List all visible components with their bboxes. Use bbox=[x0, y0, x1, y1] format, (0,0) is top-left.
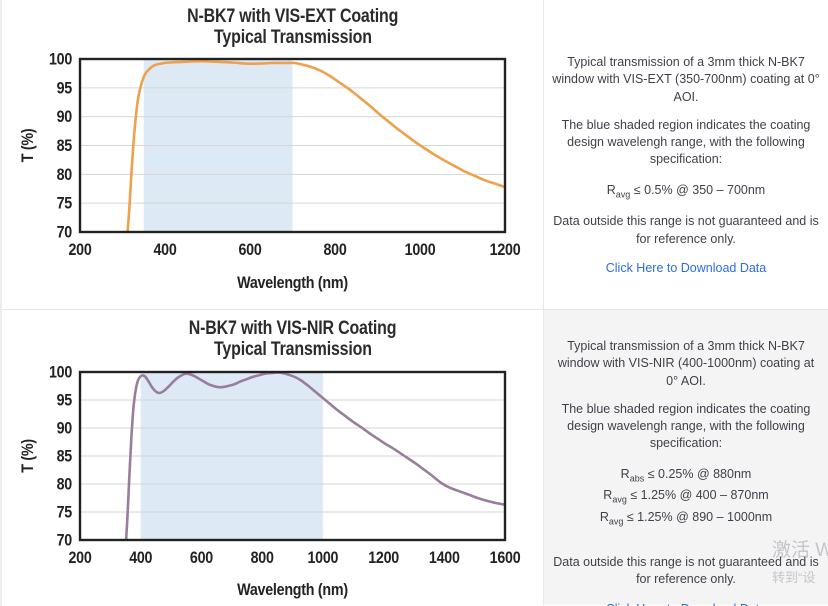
download-data-link[interactable]: Click Here to Download Data bbox=[605, 260, 767, 275]
chart-title-vis-nir: N-BK7 with VIS-NIR Coating Typical Trans… bbox=[80, 318, 505, 360]
svg-text:600: 600 bbox=[190, 549, 214, 567]
chart-panel-vis-ext: N-BK7 with VIS-EXT Coating Typical Trans… bbox=[2, 0, 543, 309]
svg-text:75: 75 bbox=[57, 195, 73, 213]
svg-text:80: 80 bbox=[57, 166, 73, 184]
download-data-link[interactable]: Click Here to Download Data bbox=[552, 601, 820, 606]
svg-text:1000: 1000 bbox=[405, 241, 436, 259]
transmission-chart-vis-nir: 70 75 80 85 90 95 100 200 400 600 800 1000 1200 1400 1… bbox=[19, 364, 521, 599]
watermark-line2: 转到“设 bbox=[772, 570, 816, 585]
svg-text:T (%): T (%) bbox=[19, 439, 37, 473]
description-text: Typical transmission of a 3mm thick N-BK… bbox=[552, 55, 820, 104]
svg-text:95: 95 bbox=[57, 79, 73, 97]
svg-text:100: 100 bbox=[49, 364, 73, 382]
svg-text:90: 90 bbox=[57, 419, 73, 437]
spec-line: Ravg ≤ 1.25% @ 400 – 870nm bbox=[603, 488, 769, 505]
svg-text:90: 90 bbox=[57, 108, 73, 126]
transmission-chart-vis-ext: 70 75 80 85 90 95 100 200 400 600 800 1000 1200 Wavel… bbox=[19, 52, 521, 292]
shaded-region-note: The blue shaded region indicates the coa… bbox=[561, 401, 811, 451]
svg-text:1200: 1200 bbox=[368, 549, 399, 567]
transmission-curve bbox=[126, 59, 506, 233]
svg-text:70: 70 bbox=[57, 223, 73, 241]
svg-text:75: 75 bbox=[57, 503, 73, 521]
svg-text:800: 800 bbox=[323, 241, 347, 259]
info-panel-vis-ext: Typical transmission of a 3mm thick N-BK… bbox=[543, 0, 828, 309]
svg-text:85: 85 bbox=[57, 137, 73, 155]
disclaimer-text: Data outside this range is not guarantee… bbox=[553, 214, 819, 246]
chart-panel-vis-nir: N-BK7 with VIS-NIR Coating Typical Trans… bbox=[2, 310, 543, 605]
info-panel-vis-nir: Typical transmission of a 3mm thick N-BK… bbox=[543, 310, 828, 606]
spec-list: Ravg ≤ 0.5% @ 350 – 700nm bbox=[552, 182, 820, 201]
svg-text:1400: 1400 bbox=[429, 549, 460, 567]
svg-text:400: 400 bbox=[129, 549, 153, 567]
chart-title-line1: N-BK7 with VIS-NIR Coating bbox=[188, 318, 397, 339]
row-vis-ext: N-BK7 with VIS-EXT Coating Typical Trans… bbox=[2, 0, 828, 310]
svg-text:200: 200 bbox=[68, 549, 92, 567]
svg-text:Wavelength (nm): Wavelength (nm) bbox=[237, 581, 348, 599]
watermark-line1: 激活 W bbox=[772, 540, 828, 561]
spec-list: Rabs ≤ 0.25% @ 880nm Ravg ≤ 1.25% @ 400 … bbox=[552, 466, 820, 529]
chart-title-line1: N-BK7 with VIS-EXT Coating bbox=[186, 6, 399, 27]
svg-text:1200: 1200 bbox=[490, 241, 521, 259]
svg-text:Wavelength (nm): Wavelength (nm) bbox=[237, 274, 348, 292]
spec-line: Rabs ≤ 0.25% @ 880nm bbox=[620, 466, 752, 484]
windows-activation-watermark: 激活 W 转到“设 bbox=[772, 541, 828, 586]
svg-text:200: 200 bbox=[68, 241, 92, 259]
transmission-curve bbox=[124, 371, 506, 541]
spec-line: Ravg ≤ 0.5% @ 350 – 700nm bbox=[606, 182, 766, 200]
disclaimer-text: Data outside this range is not guarantee… bbox=[553, 555, 819, 587]
spec-line: Ravg ≤ 1.25% @ 890 – 1000nm bbox=[599, 510, 773, 527]
chart-title-line2: Typical Transmission bbox=[213, 339, 372, 360]
row-vis-nir: N-BK7 with VIS-NIR Coating Typical Trans… bbox=[2, 310, 828, 606]
chart-title-line2: Typical Transmission bbox=[213, 27, 372, 48]
svg-text:80: 80 bbox=[57, 475, 73, 493]
chart-title-vis-ext: N-BK7 with VIS-EXT Coating Typical Trans… bbox=[80, 6, 505, 48]
svg-text:70: 70 bbox=[57, 531, 73, 549]
svg-text:800: 800 bbox=[251, 549, 275, 567]
description-text: Typical transmission of a 3mm thick N-BK… bbox=[557, 339, 815, 388]
svg-text:100: 100 bbox=[49, 52, 73, 69]
svg-text:95: 95 bbox=[57, 391, 73, 409]
svg-text:85: 85 bbox=[57, 447, 73, 465]
svg-text:1000: 1000 bbox=[307, 549, 338, 567]
shaded-region-note: The blue shaded region indicates the coa… bbox=[561, 117, 811, 167]
svg-text:600: 600 bbox=[238, 241, 262, 259]
svg-text:T (%): T (%) bbox=[19, 129, 37, 163]
svg-text:1600: 1600 bbox=[490, 549, 521, 567]
svg-text:400: 400 bbox=[153, 241, 177, 259]
